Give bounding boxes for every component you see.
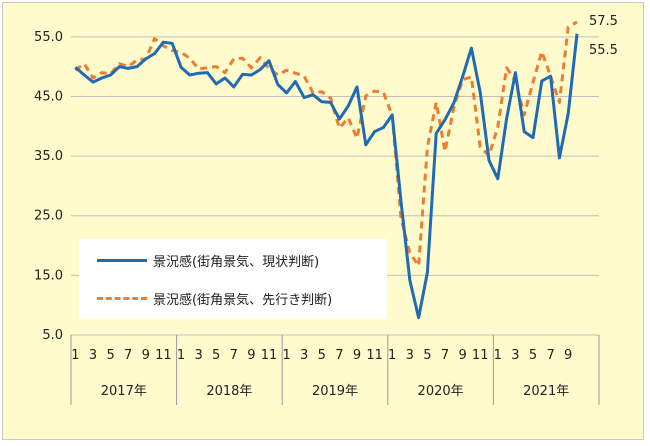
x-tick-label: 3 (406, 348, 414, 363)
y-tick-label: 5.0 (42, 328, 63, 343)
x-tick-label: 5 (529, 348, 537, 363)
legend: 景況感(街角景気、現状判断) 景況感(街角景気、先行き判断) (79, 239, 387, 319)
x-tick-label: 7 (124, 348, 132, 363)
year-label: 2020年 (418, 384, 464, 399)
chart-svg: 55.045.035.025.015.05.0 1 3 5 7 9 11 1 3 5 7 9 11 1 3… (34, 14, 618, 405)
x-tick-label: 3 (89, 348, 97, 363)
end-label-outlook: 57.5 (589, 14, 618, 29)
year-label: 2019年 (312, 384, 358, 399)
legend-swatch-current (97, 258, 147, 262)
year-label: 2018年 (206, 384, 252, 399)
legend-label-current: 景況感(街角景気、現状判断) (153, 254, 320, 270)
x-tick-label: 9 (247, 348, 255, 363)
year-label: 2017年 (101, 384, 147, 399)
x-tick-label: 3 (300, 348, 308, 363)
y-axis-labels: 55.0 45.0 35.0 25.0 15.0 5.0 (34, 30, 63, 343)
x-tick-label: 11 (155, 348, 172, 363)
y-tick-label: 15.0 (34, 268, 63, 283)
x-tick-label: 5 (318, 348, 326, 363)
series-lines (74, 20, 579, 320)
x-tick-label: 1 (282, 348, 290, 363)
x-tick-label: 3 (511, 348, 519, 363)
x-tick-label: 1 (177, 348, 185, 363)
x-tick-label: 11 (472, 348, 489, 363)
end-label-current: 55.5 (589, 43, 618, 58)
x-tick-label: 3 (194, 348, 202, 363)
x-tick-label: 5 (106, 348, 114, 363)
x-tick-label: 7 (230, 348, 238, 363)
y-tick-label: 25.0 (34, 209, 63, 224)
legend-item-outlook: 景況感(街角景気、先行き判断) (79, 288, 332, 308)
legend-item-current: 景況感(街角景気、現状判断) (79, 250, 319, 270)
x-tick-label: 7 (335, 348, 343, 363)
x-tick-label: 5 (423, 348, 431, 363)
x-tick-label: 1 (494, 348, 502, 363)
x-tick-label: 5 (212, 348, 220, 363)
legend-label-outlook: 景況感(街角景気、先行き判断) (153, 292, 333, 308)
y-tick-label: 55.0 (34, 30, 63, 45)
legend-swatch-outlook (97, 296, 147, 300)
chart-area: 55.0 45.0 35.0 25.0 15.0 5.0 1 3 5 7 9 11 1 3 5 7 9 11 1 3… (2, 2, 644, 440)
series-line-current (74, 33, 579, 320)
x-tick-label: 9 (458, 348, 466, 363)
year-label: 2021年 (523, 384, 569, 399)
x-tick-label: 9 (142, 348, 150, 363)
x-tick-label: 9 (564, 348, 572, 363)
x-tick-label: 1 (71, 348, 79, 363)
x-tick-label: 7 (546, 348, 554, 363)
x-tick-label: 11 (366, 348, 383, 363)
end-labels: 57.5 55.5 (589, 14, 618, 58)
x-tick-label: 7 (441, 348, 449, 363)
y-tick-label: 45.0 (34, 89, 63, 104)
x-tick-label: 11 (261, 348, 278, 363)
x-tick-label: 1 (388, 348, 396, 363)
y-tick-label: 35.0 (34, 149, 63, 164)
x-tick-label: 9 (353, 348, 361, 363)
